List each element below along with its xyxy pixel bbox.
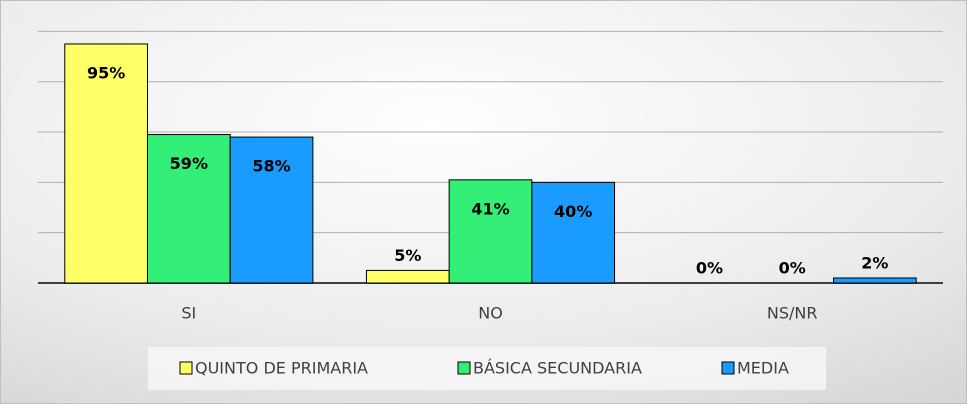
legend-swatch [457,361,471,375]
bar [448,179,533,284]
data-label: 0% [779,259,806,278]
bar [365,269,450,284]
data-label: 59% [170,154,208,173]
x-tick-label: NS/NR [767,304,818,323]
data-label: 0% [696,259,723,278]
legend-background [148,347,826,390]
bar [531,181,616,284]
bar [146,134,231,284]
legend-label: BÁSICA SECUNDARIA [473,359,642,378]
data-label: 40% [554,202,592,221]
data-label: 5% [394,246,421,265]
legend-swatch [179,361,193,375]
legend-swatch [721,361,735,375]
data-label: 41% [471,199,509,218]
data-label: 95% [87,63,125,82]
legend-label: QUINTO DE PRIMARIA [195,359,368,378]
x-tick-label: NO [478,304,503,323]
x-tick-label: SI [181,304,196,323]
legend-label: MEDIA [737,359,789,378]
data-label: 2% [861,253,888,272]
data-label: 58% [252,157,290,176]
bar [229,136,314,284]
bar [64,43,148,284]
bar [833,277,917,284]
